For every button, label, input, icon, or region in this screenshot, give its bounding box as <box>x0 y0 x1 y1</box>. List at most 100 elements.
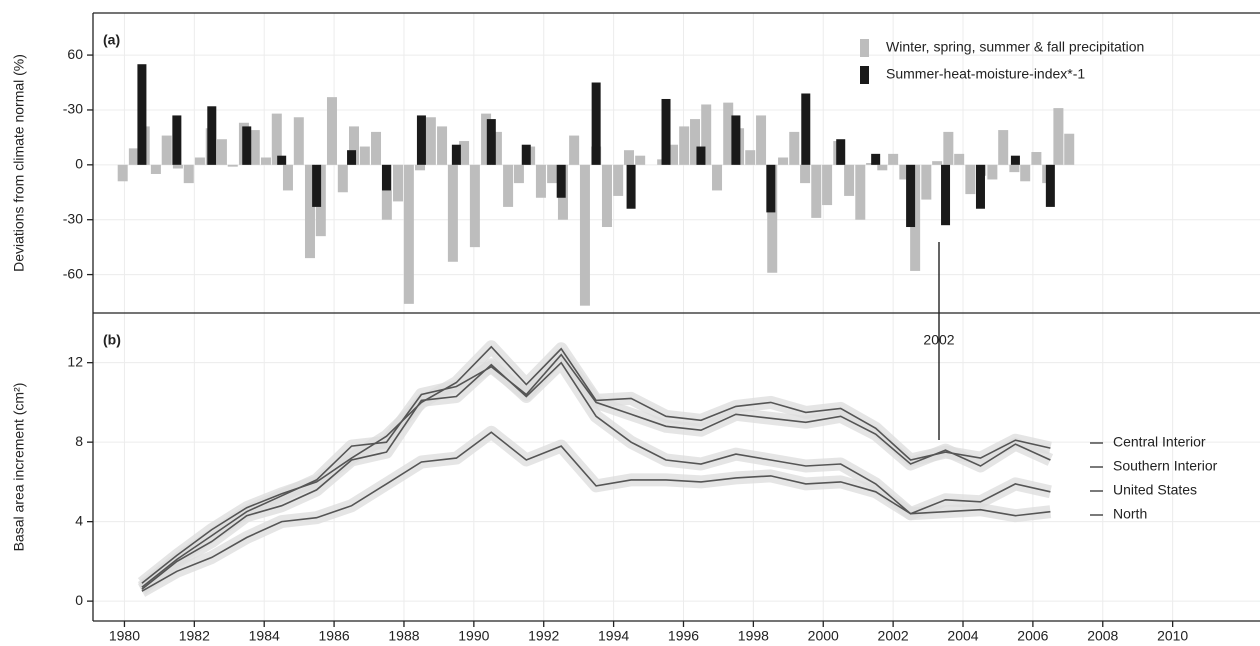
series-line <box>141 431 1051 592</box>
bar <box>855 164 866 220</box>
bar <box>888 153 899 165</box>
x-tick-label: 1988 <box>388 628 419 644</box>
bar <box>569 135 580 165</box>
bar <box>943 131 954 165</box>
bar <box>921 164 932 200</box>
bar <box>513 164 524 184</box>
bar <box>1020 164 1031 182</box>
bar <box>293 117 304 165</box>
series-label: Central Interior <box>1113 434 1206 450</box>
bar <box>866 163 877 165</box>
bar <box>416 115 426 165</box>
bar <box>260 157 271 165</box>
legend-label: Winter, spring, summer & fall precipitat… <box>886 39 1144 55</box>
bar <box>403 164 414 304</box>
bar <box>1045 164 1055 207</box>
bar <box>696 146 706 165</box>
bar <box>871 153 881 165</box>
y-tick-label: -60 <box>63 265 83 281</box>
bar <box>899 164 910 180</box>
bar <box>451 144 461 165</box>
bar <box>447 164 458 262</box>
x-tick-label: 1986 <box>319 628 350 644</box>
x-tick-label: 1990 <box>458 628 489 644</box>
bar <box>987 164 998 180</box>
bar <box>910 164 921 271</box>
bar <box>415 164 426 171</box>
bar <box>207 106 217 165</box>
bar <box>623 150 634 165</box>
x-tick-label: 1996 <box>668 628 699 644</box>
bar <box>756 115 767 165</box>
bar <box>535 164 546 198</box>
bar <box>282 164 293 191</box>
y-tick-label: 60 <box>67 46 83 62</box>
x-tick-label: 1980 <box>109 628 140 644</box>
bar <box>877 164 888 171</box>
bar <box>326 97 337 165</box>
x-tick-label: 2008 <box>1087 628 1118 644</box>
bar <box>789 131 800 165</box>
bar <box>1064 133 1075 165</box>
x-tick-label: 1994 <box>598 628 629 644</box>
bar <box>242 126 252 165</box>
bar <box>1009 164 1020 173</box>
bar <box>347 150 357 165</box>
annotation: 2002 <box>923 332 954 348</box>
bar <box>668 144 679 165</box>
bar <box>1010 155 1020 165</box>
bar <box>579 164 590 306</box>
bar <box>932 161 943 165</box>
bar <box>425 117 436 165</box>
bar <box>906 164 916 228</box>
bar <box>216 139 227 165</box>
x-tick-label: 2002 <box>878 628 909 644</box>
bar <box>312 164 322 207</box>
bar <box>359 146 370 165</box>
series-label: North <box>1113 506 1147 522</box>
bar <box>227 164 238 167</box>
legend-label: Summer-heat-moisture-index*-1 <box>886 66 1085 82</box>
bar <box>249 130 260 165</box>
x-tick-label: 2004 <box>947 628 978 644</box>
y-tick-label: 0 <box>75 592 83 608</box>
bar <box>117 164 128 182</box>
bar <box>1053 108 1064 165</box>
bar <box>337 164 348 193</box>
x-tick-label: 1992 <box>528 628 559 644</box>
legend-swatch <box>860 66 869 84</box>
y-axis-label: Deviations from climate normal (%) <box>11 54 27 272</box>
bar <box>661 98 671 165</box>
bar <box>745 150 756 165</box>
bar <box>486 119 496 165</box>
bar <box>965 164 976 195</box>
bar <box>601 164 612 228</box>
x-tick-label: 1984 <box>249 628 280 644</box>
bar <box>712 164 723 191</box>
bar <box>172 115 182 165</box>
bar <box>701 104 712 165</box>
bar <box>679 126 690 165</box>
bar <box>150 164 161 174</box>
bar <box>128 148 139 165</box>
y-tick-label: 12 <box>67 353 83 369</box>
bar <box>1031 152 1042 165</box>
bar <box>556 164 566 198</box>
bar <box>822 164 833 206</box>
bar <box>591 82 601 165</box>
bar <box>183 164 194 184</box>
series-label: Southern Interior <box>1113 458 1218 474</box>
series-line <box>141 361 1051 590</box>
bar <box>277 155 287 165</box>
bar <box>381 164 391 191</box>
bar <box>491 131 502 165</box>
bar <box>547 164 558 184</box>
bar <box>635 155 646 165</box>
series-label: United States <box>1113 482 1197 498</box>
bar <box>459 141 470 165</box>
bar <box>393 164 404 202</box>
y-tick-label: 4 <box>75 512 83 528</box>
bar <box>626 164 636 209</box>
y-tick-label: 8 <box>75 433 83 449</box>
